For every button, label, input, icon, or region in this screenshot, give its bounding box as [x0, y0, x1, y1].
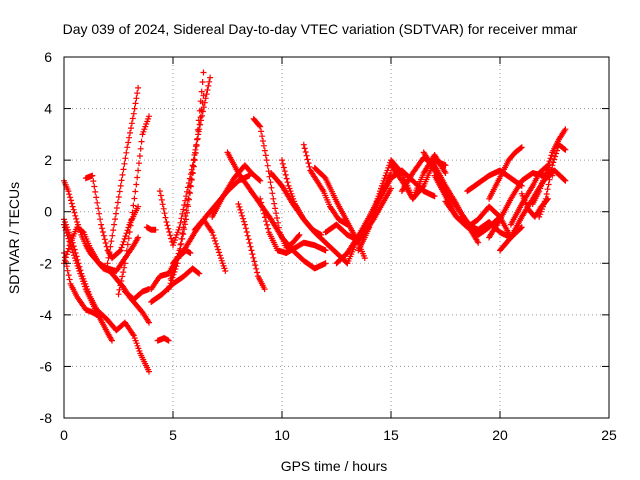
point-markers — [279, 157, 325, 238]
series-t8 — [115, 113, 152, 298]
series-t44 — [529, 126, 569, 207]
point-markers — [170, 172, 253, 267]
point-markers — [486, 144, 525, 202]
series-t34 — [388, 152, 449, 202]
point-markers — [257, 195, 329, 256]
series-t25 — [279, 157, 325, 238]
y-axis-label: SDTVAR / TECUs — [6, 182, 22, 294]
data-points — [61, 69, 569, 375]
series-t9 — [122, 286, 152, 303]
y-tick-label: -4 — [40, 307, 53, 323]
series-t7 — [104, 84, 142, 267]
series-t26 — [300, 141, 351, 228]
x-tick-label: 20 — [492, 427, 508, 443]
x-tick-label: 15 — [383, 427, 399, 443]
point-markers — [122, 286, 152, 303]
y-tick-label: 0 — [44, 204, 52, 220]
y-tick-label: -8 — [40, 410, 53, 426]
x-axis-label: GPS time / hours — [281, 458, 388, 474]
point-markers — [154, 335, 172, 344]
series-t16 — [148, 265, 203, 305]
series-t11 — [154, 335, 172, 344]
x-tick-label: 10 — [274, 427, 290, 443]
point-markers — [518, 190, 551, 220]
x-tick-label: 5 — [169, 427, 177, 443]
x-tick-label: 0 — [60, 427, 68, 443]
y-tick-label: 4 — [44, 101, 52, 117]
plot-frame — [63, 56, 610, 419]
point-markers — [388, 152, 449, 202]
series-t21 — [235, 201, 268, 293]
y-tick-label: -2 — [40, 255, 53, 271]
point-markers — [235, 201, 268, 293]
series-t10 — [143, 224, 159, 233]
y-tick-label: 6 — [44, 49, 52, 65]
point-markers — [250, 115, 303, 251]
series-t41 — [486, 144, 525, 202]
point-markers — [104, 84, 142, 267]
point-markers — [143, 224, 159, 233]
point-markers — [148, 265, 203, 305]
series-t22 — [250, 115, 303, 251]
point-markers — [115, 113, 152, 298]
y-tick-label: 2 — [44, 152, 52, 168]
series-t46 — [518, 190, 551, 220]
series-t18 — [191, 216, 229, 274]
chart-title: Day 039 of 2024, Sidereal Day-to-day VTE… — [63, 21, 578, 37]
point-markers — [529, 126, 569, 207]
x-tick-label: 25 — [601, 427, 617, 443]
series-t17 — [170, 172, 253, 267]
point-markers — [191, 216, 229, 274]
y-tick-label: -6 — [40, 358, 53, 374]
axis-ticks: 0 5 10 15 20 25 -8 -6 -4 -2 0 2 4 6 — [40, 49, 617, 443]
series-t23 — [257, 195, 329, 256]
point-markers — [300, 141, 351, 228]
